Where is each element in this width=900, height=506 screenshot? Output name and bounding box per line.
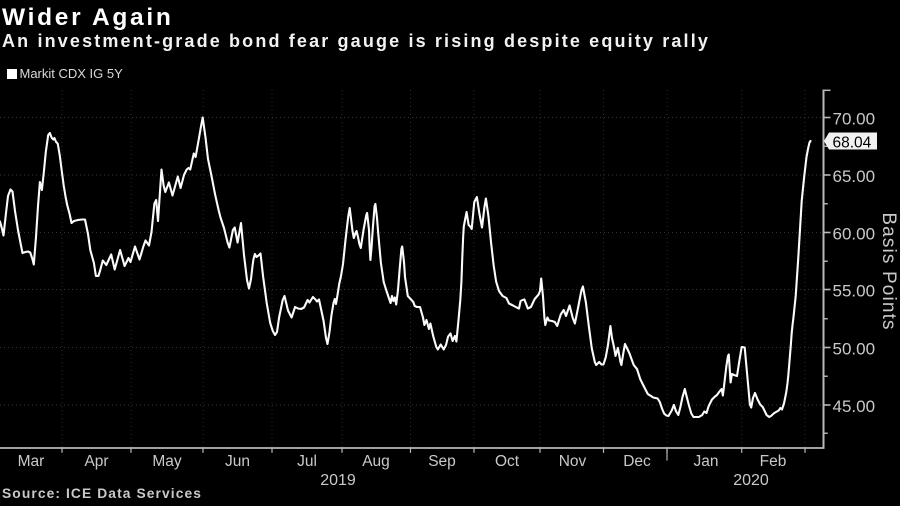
svg-text:Oct: Oct (495, 453, 520, 470)
svg-text:May: May (152, 453, 182, 470)
svg-text:Dec: Dec (623, 453, 651, 470)
svg-text:Jun: Jun (225, 453, 250, 470)
svg-text:Jan: Jan (694, 453, 719, 470)
svg-text:55.00: 55.00 (833, 281, 876, 300)
svg-text:2019: 2019 (320, 472, 356, 489)
svg-text:45.00: 45.00 (833, 397, 876, 416)
svg-text:Sep: Sep (428, 453, 456, 470)
svg-text:Aug: Aug (362, 453, 390, 470)
svg-text:68.04: 68.04 (833, 135, 872, 152)
svg-text:60.00: 60.00 (833, 224, 876, 243)
svg-text:70.00: 70.00 (833, 109, 876, 128)
svg-text:Nov: Nov (559, 453, 587, 470)
svg-text:Mar: Mar (18, 453, 45, 470)
svg-text:2020: 2020 (733, 472, 769, 489)
svg-text:Feb: Feb (760, 453, 787, 470)
svg-text:50.00: 50.00 (833, 339, 876, 358)
svg-text:Apr: Apr (84, 453, 108, 470)
svg-text:65.00: 65.00 (833, 167, 876, 186)
svg-text:Basis Points: Basis Points (878, 212, 899, 330)
svg-text:Jul: Jul (297, 453, 317, 470)
